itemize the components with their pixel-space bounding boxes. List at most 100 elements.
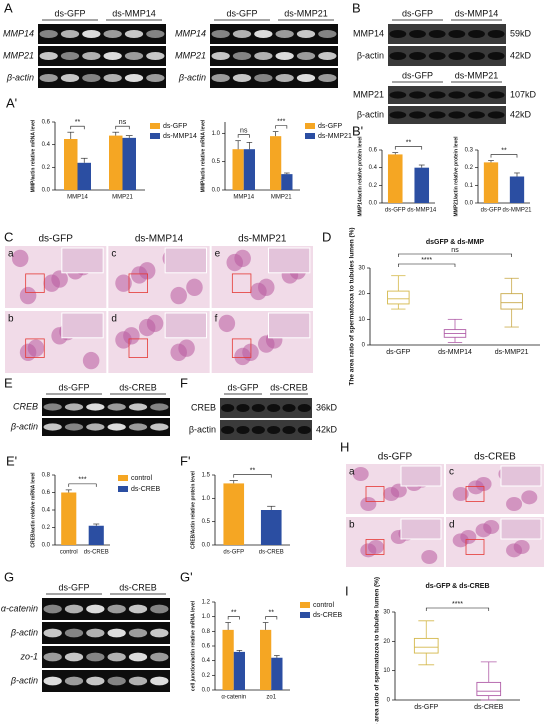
- band: [60, 74, 80, 82]
- bar: [270, 136, 282, 190]
- band: [428, 30, 446, 38]
- error-bar: [418, 164, 425, 168]
- legend-label: ds-GFP: [163, 123, 187, 130]
- band: [254, 30, 273, 38]
- box: [413, 637, 439, 654]
- error-bar: [246, 142, 253, 150]
- size-label: 42kD: [510, 50, 532, 60]
- x-tick-label: ds-CREB: [474, 704, 504, 711]
- histology-header: ds-MMP14: [135, 234, 184, 245]
- tissue: [19, 286, 37, 305]
- band: [251, 426, 265, 434]
- tissue: [138, 262, 156, 280]
- band: [82, 74, 101, 82]
- panel-label: F': [180, 453, 190, 468]
- tissue: [242, 343, 259, 362]
- roi-box: [25, 273, 45, 293]
- image-letter: b: [349, 520, 355, 531]
- y-tick-label: 0: [387, 698, 391, 704]
- bar: [61, 492, 77, 545]
- band: [60, 30, 80, 38]
- gel-row: [42, 646, 170, 668]
- y-axis-label: MMP21/actin relative protein level: [453, 136, 459, 217]
- sig-label: **: [269, 609, 275, 616]
- sig-label: ns: [240, 128, 248, 135]
- bar: [223, 483, 245, 545]
- tissue: [123, 327, 140, 345]
- x-tick-label: ds-GFP: [223, 550, 244, 556]
- inset: [400, 465, 442, 487]
- band: [275, 74, 294, 82]
- lane-header: ds-GFP: [58, 382, 89, 392]
- sig-label: ***: [78, 477, 86, 484]
- x-tick-label: ds-MMP21: [502, 208, 532, 214]
- gel-row: [210, 24, 338, 44]
- tissue: [367, 540, 384, 554]
- roi-box: [365, 486, 385, 502]
- band: [60, 52, 80, 60]
- band: [64, 676, 84, 686]
- y-tick-label: 0: [362, 343, 366, 349]
- sig-bracket: [398, 253, 512, 257]
- legend-label: ds-GFP: [318, 123, 342, 130]
- band: [146, 74, 165, 82]
- sig-label: **: [501, 147, 507, 154]
- row-label: MMP21: [353, 89, 384, 99]
- tissue: [82, 351, 100, 370]
- y-axis-label: MMP/actin relative mRNA level: [200, 119, 206, 192]
- lane-header: ds-MMP21: [455, 70, 499, 80]
- band: [64, 652, 84, 662]
- gel-row: [388, 86, 506, 104]
- size-label: 36kD: [316, 402, 338, 412]
- band: [107, 652, 126, 662]
- band: [107, 604, 126, 614]
- band: [275, 30, 294, 38]
- roi-box: [365, 539, 385, 555]
- y-tick-label: 0.8: [42, 473, 51, 479]
- row-label: MMP14: [175, 28, 206, 38]
- band: [211, 74, 230, 82]
- error-bar: [80, 157, 88, 163]
- band: [86, 423, 105, 431]
- band: [150, 604, 169, 614]
- gel-row: [42, 398, 170, 416]
- error-bar: [392, 152, 399, 155]
- row-label: zo-1: [19, 651, 38, 661]
- band: [254, 74, 273, 82]
- panel-label: F: [180, 375, 188, 390]
- x-tick-label: zo1: [266, 695, 276, 701]
- row-label: MMP14: [3, 28, 34, 38]
- band: [428, 52, 446, 60]
- band: [275, 52, 294, 60]
- band: [128, 676, 148, 686]
- band: [146, 52, 165, 60]
- band: [232, 30, 252, 38]
- box: [476, 681, 502, 697]
- band: [64, 403, 84, 411]
- y-tick-label: 0.0: [202, 543, 211, 549]
- bar: [414, 167, 430, 203]
- x-tick-label: MMP21: [271, 195, 292, 201]
- band: [251, 404, 265, 412]
- band: [221, 404, 235, 412]
- tissue: [390, 483, 407, 498]
- band: [428, 91, 446, 99]
- panel-label: A: [4, 0, 13, 15]
- legend-swatch: [300, 602, 310, 608]
- y-tick-label: 20: [358, 291, 365, 297]
- bar: [509, 176, 525, 203]
- panel-label: A': [6, 95, 17, 110]
- bar: [77, 162, 91, 190]
- lane-header: ds-CREB: [270, 382, 308, 392]
- tissue: [352, 467, 369, 481]
- tissue: [452, 487, 469, 501]
- sig-bracket: [394, 146, 423, 150]
- bar: [271, 657, 283, 690]
- band: [389, 111, 407, 119]
- gel-row: [388, 46, 506, 66]
- band: [282, 404, 296, 412]
- legend-swatch: [305, 123, 315, 129]
- band: [487, 30, 505, 38]
- y-tick-label: 0.2: [369, 183, 378, 189]
- row-label: β-actin: [357, 50, 384, 60]
